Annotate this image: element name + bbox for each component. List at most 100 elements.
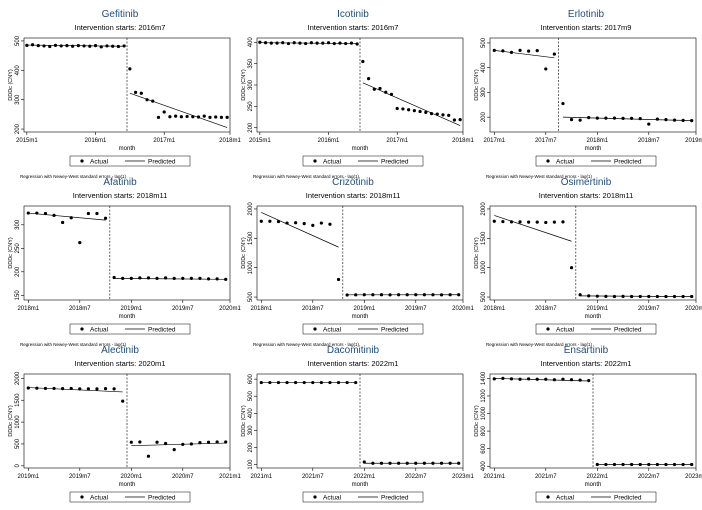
x-tick-label: 2019m1 — [586, 306, 608, 312]
x-tick-label: 2017m7 — [535, 138, 557, 144]
actual-point — [53, 43, 58, 47]
actual-point — [405, 461, 409, 465]
footnote: Regression with Newey-West standard erro… — [253, 342, 359, 347]
actual-point — [99, 45, 103, 49]
legend-box — [302, 323, 424, 335]
actual-point — [501, 219, 505, 224]
actual-point — [354, 380, 358, 385]
predicted-line — [494, 215, 572, 242]
actual-point — [285, 380, 289, 385]
y-tick-label: 500 — [15, 35, 21, 46]
predicted-line — [494, 50, 555, 59]
actual-point — [681, 462, 685, 467]
actual-point — [269, 41, 273, 45]
actual-point — [457, 461, 461, 465]
actual-point — [172, 276, 176, 280]
actual-point — [196, 115, 201, 119]
actual-point — [561, 377, 565, 381]
actual-point — [690, 462, 694, 467]
x-tick-label: 2018m1 — [250, 306, 272, 312]
y-tick-label: 0 — [15, 463, 21, 467]
actual-point — [431, 461, 435, 465]
actual-point — [268, 219, 272, 223]
actual-point — [384, 90, 388, 94]
y-tick-label: 1000 — [481, 406, 487, 420]
chart-panel-gefitinib: Gefitinib Intervention starts: 2016m7 200 3… — [8, 9, 242, 179]
y-tick-label: 150 — [15, 290, 21, 301]
chart-panel-crizotinib: Crizotinib Intervention starts: 2018m11 50… — [241, 177, 475, 347]
y-tick-label: 2000 — [481, 202, 487, 216]
actual-point — [155, 276, 159, 280]
x-tick-label: 2015m1 — [16, 138, 38, 144]
x-tick-label: 2023m1 — [452, 474, 474, 480]
predicted-line — [28, 212, 106, 221]
actual-point — [36, 44, 40, 48]
actual-point — [172, 448, 176, 452]
footnote: Regression with Newey-West standard erro… — [253, 174, 359, 179]
actual-point — [612, 462, 617, 467]
actual-point — [362, 460, 366, 464]
actual-point — [492, 219, 496, 223]
x-tick-label: 2019m7 — [172, 306, 194, 312]
y-tick-label: 300 — [248, 425, 254, 436]
actual-point — [447, 113, 451, 117]
actual-point — [52, 213, 56, 217]
actual-point — [362, 293, 366, 297]
chart-title: Ensartinib — [564, 345, 609, 356]
actual-point — [174, 114, 178, 118]
actual-point — [116, 44, 121, 49]
actual-point — [319, 380, 323, 385]
plot-frame — [489, 37, 697, 133]
actual-point — [388, 293, 392, 297]
actual-point — [189, 442, 193, 446]
actual-point — [71, 44, 75, 48]
actual-point — [78, 387, 82, 391]
y-tick-label: 1000 — [248, 260, 254, 274]
actual-point — [509, 50, 514, 54]
x-axis-label: month — [352, 146, 369, 152]
x-tick-label: 2020m1 — [452, 306, 474, 312]
legend-box — [69, 155, 191, 167]
y-tick-label: 1500 — [15, 393, 21, 407]
actual-point — [578, 293, 582, 297]
actual-point — [88, 44, 92, 48]
actual-point — [86, 387, 90, 391]
actual-point — [105, 44, 109, 48]
actual-point — [552, 378, 556, 382]
actual-point — [681, 294, 685, 299]
x-tick-label: 2021m7 — [302, 474, 324, 480]
x-tick-label: 2018m1 — [17, 306, 39, 312]
actual-point — [604, 294, 608, 298]
legend-box — [302, 155, 424, 167]
actual-point — [311, 380, 315, 385]
actual-point — [389, 92, 394, 96]
actual-point — [587, 294, 591, 298]
actual-point — [208, 115, 212, 119]
x-tick-label: 2020m1 — [219, 306, 241, 312]
actual-point — [259, 380, 263, 385]
footnote: Regression with Newey-West standard erro… — [20, 174, 126, 179]
chart-title: Afatinib — [103, 177, 137, 188]
y-tick-label: 500 — [481, 291, 487, 302]
y-tick-label: 400 — [481, 461, 487, 472]
legend-box — [535, 155, 657, 167]
x-axis-label: month — [352, 482, 369, 488]
actual-point — [345, 293, 349, 297]
predicted-line — [562, 116, 692, 121]
actual-point — [25, 43, 29, 47]
x-tick-label: 2018m1 — [586, 138, 608, 144]
actual-point — [535, 49, 539, 53]
actual-point — [309, 41, 313, 45]
actual-point — [215, 277, 219, 281]
actual-point — [179, 115, 183, 119]
actual-point — [26, 386, 30, 390]
actual-point — [672, 118, 677, 122]
x-tick-label: 2016m1 — [85, 138, 107, 144]
predicted-line — [362, 82, 461, 126]
actual-point — [501, 376, 505, 380]
actual-point — [690, 294, 694, 299]
chart-panel-dacomitinib: Dacomitinib Intervention starts: 2022m1 10… — [241, 345, 475, 503]
actual-point — [181, 442, 185, 446]
actual-point — [544, 67, 548, 71]
actual-point — [647, 294, 651, 299]
